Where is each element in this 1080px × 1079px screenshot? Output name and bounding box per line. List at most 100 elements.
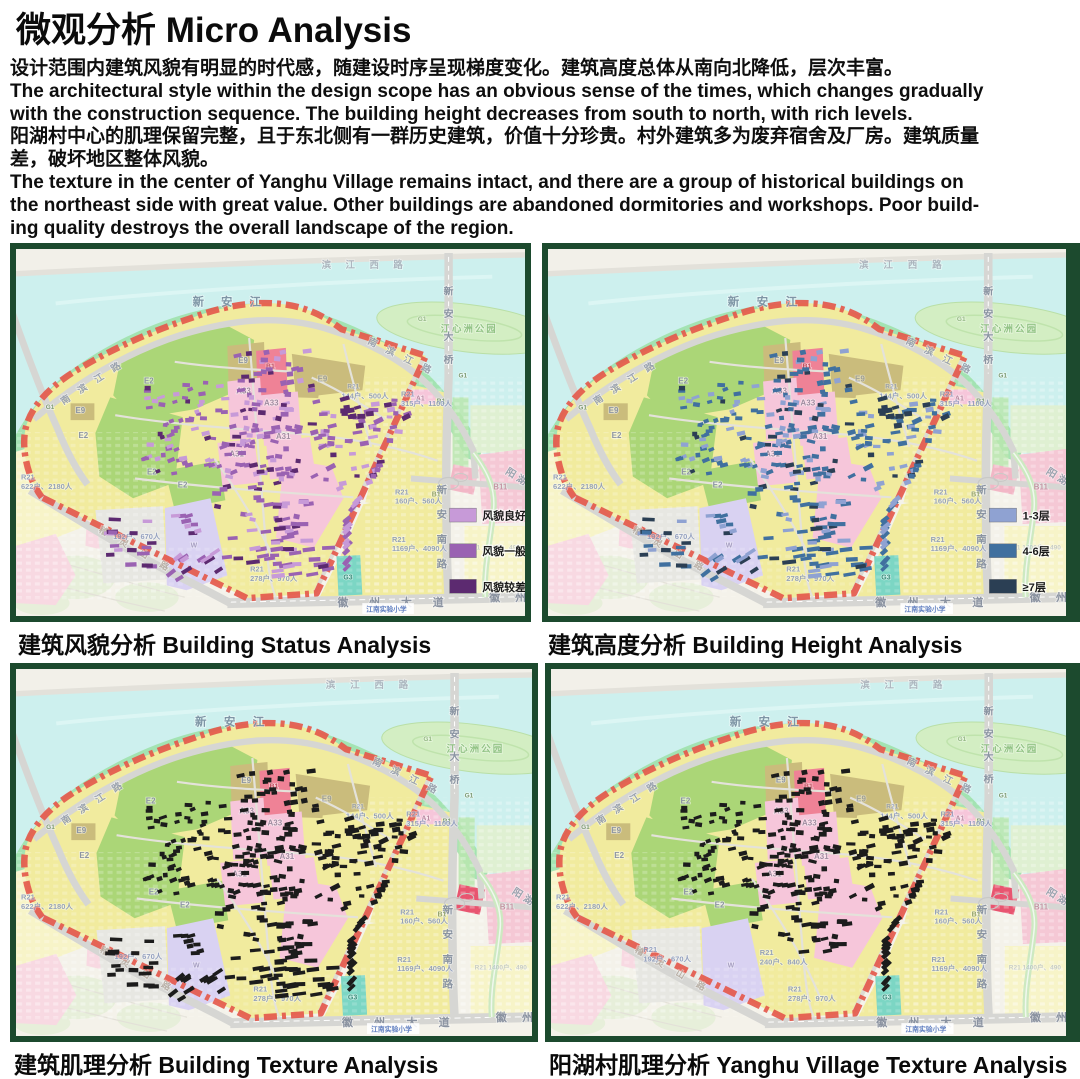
svg-text:R21 1400户、490: R21 1400户、490 — [468, 543, 520, 552]
svg-text:A33: A33 — [800, 398, 815, 407]
svg-text:B11: B11 — [493, 482, 508, 491]
intro-line: 差，破坏地区整体风貌。 — [10, 149, 220, 171]
svg-text:新 安 江: 新 安 江 — [730, 714, 806, 728]
svg-text:E2: E2 — [614, 851, 624, 860]
svg-text:B1: B1 — [977, 818, 986, 825]
svg-text:E2: E2 — [79, 851, 89, 860]
svg-text:大: 大 — [983, 330, 993, 343]
svg-text:E9: E9 — [318, 375, 328, 384]
intro-line: The architectural style within the desig… — [10, 80, 984, 102]
svg-text:E9: E9 — [856, 795, 866, 804]
panel-building-texture: 新 安 江滨 江 西 路江心洲公园 G1 新安大桥新安南路南 滨 江 路南 滨 江 … — [10, 663, 538, 1042]
svg-text:192户、670人: 192户、670人 — [115, 951, 163, 961]
svg-text:大: 大 — [450, 750, 460, 763]
svg-text:E2: E2 — [612, 431, 622, 440]
svg-text:G1: G1 — [46, 404, 55, 411]
svg-text:江心洲公园: 江心洲公园 — [981, 743, 1039, 755]
svg-text:B1: B1 — [971, 491, 980, 498]
svg-text:G1: G1 — [998, 373, 1007, 380]
intro-line: 阳湖村中心的肌理保留完整，且于东北侧有一群历史建筑，价值十分珍贵。村外建筑多为废… — [10, 126, 980, 148]
svg-text:新: 新 — [984, 705, 994, 718]
svg-text:W: W — [726, 543, 733, 550]
svg-text:E9: E9 — [774, 356, 784, 365]
svg-text:新 安 江: 新 安 江 — [195, 714, 271, 728]
svg-text:E2: E2 — [147, 468, 157, 477]
svg-text:G1: G1 — [423, 736, 432, 743]
svg-text:E9: E9 — [238, 356, 248, 365]
svg-text:安: 安 — [976, 508, 987, 521]
svg-text:徽 州 大: 徽 州 大 — [1029, 590, 1066, 604]
svg-text:B1: B1 — [437, 398, 446, 405]
svg-text:E2: E2 — [684, 888, 694, 897]
svg-text:A1: A1 — [416, 395, 425, 402]
svg-text:桥: 桥 — [984, 773, 994, 786]
svg-text:G1: G1 — [46, 824, 55, 831]
svg-text:风貌一般: 风貌一般 — [482, 544, 525, 558]
svg-text:W: W — [191, 543, 198, 550]
panel-building-status: 新 安 江滨 江 西 路江心洲公园 G1 新安大桥新安南路南 滨 江 路南 滨 江 … — [10, 243, 531, 622]
intro-line: the northeast side with great value. Oth… — [10, 194, 980, 216]
svg-text:B11: B11 — [1034, 902, 1049, 911]
svg-text:E9: E9 — [322, 795, 332, 804]
svg-text:南: 南 — [977, 953, 988, 966]
svg-text:G1: G1 — [578, 404, 587, 411]
svg-text:≥7层: ≥7层 — [1023, 581, 1046, 594]
caption-building-status: 建筑风貌分析 Building Status Analysis — [18, 632, 432, 658]
panel-yanghu-texture: 新 安 江滨 江 西 路江心洲公园 G1 新安大桥新安南路南 滨 江 路南 滨 江 … — [545, 663, 1080, 1042]
svg-text:安: 安 — [437, 508, 447, 521]
svg-text:A1: A1 — [421, 815, 430, 822]
svg-text:E9: E9 — [776, 776, 786, 785]
svg-text:江心洲公园: 江心洲公园 — [980, 323, 1038, 335]
svg-text:A33: A33 — [264, 398, 279, 407]
svg-text:192户、670人: 192户、670人 — [113, 531, 161, 541]
svg-text:风貌较差: 风貌较差 — [482, 580, 525, 594]
svg-text:A31: A31 — [276, 432, 291, 441]
svg-text:G1: G1 — [465, 793, 474, 800]
intro-line: with the construction sequence. The buil… — [10, 103, 913, 125]
svg-text:E2: E2 — [681, 468, 691, 477]
svg-text:E9: E9 — [76, 826, 86, 835]
svg-text:G1: G1 — [418, 316, 427, 323]
intro-line: ing quality destroys the overall landsca… — [10, 217, 514, 239]
svg-text:滨 江 西 路: 滨 江 西 路 — [322, 259, 409, 270]
svg-text:新: 新 — [442, 903, 453, 916]
caption-building-texture: 建筑肌理分析 Building Texture Analysis — [14, 1052, 439, 1078]
svg-text:G3: G3 — [881, 574, 891, 581]
svg-text:E2: E2 — [715, 900, 725, 909]
svg-text:桥: 桥 — [444, 353, 454, 366]
map-buildings — [103, 348, 413, 583]
svg-text:滨 江 西 路: 滨 江 西 路 — [859, 259, 948, 271]
svg-text:桥: 桥 — [983, 353, 994, 366]
svg-text:G3: G3 — [343, 574, 352, 581]
svg-text:B1: B1 — [972, 911, 981, 918]
svg-text:A31: A31 — [813, 432, 828, 441]
svg-text:安: 安 — [444, 307, 454, 320]
svg-text:安: 安 — [984, 727, 994, 740]
svg-text:B1: B1 — [437, 911, 446, 918]
svg-text:新: 新 — [450, 705, 460, 718]
svg-text:E2: E2 — [678, 377, 688, 386]
svg-text:徽 州 大: 徽 州 大 — [495, 1010, 532, 1024]
page-title: 微观分析 Micro Analysis — [16, 11, 412, 50]
svg-text:江南实验小学: 江南实验小学 — [904, 605, 945, 614]
svg-text:E9: E9 — [611, 826, 621, 835]
svg-text:E9: E9 — [76, 406, 86, 415]
svg-text:R21: R21 — [347, 383, 359, 390]
svg-text:R21 1400户、490: R21 1400户、490 — [1008, 543, 1061, 552]
svg-text:徽 州 大: 徽 州 大 — [488, 590, 525, 604]
svg-text:新: 新 — [444, 285, 454, 298]
svg-text:南: 南 — [442, 953, 453, 966]
svg-text:A31: A31 — [767, 870, 782, 879]
svg-text:R21 1400户、490: R21 1400户、490 — [475, 963, 528, 972]
